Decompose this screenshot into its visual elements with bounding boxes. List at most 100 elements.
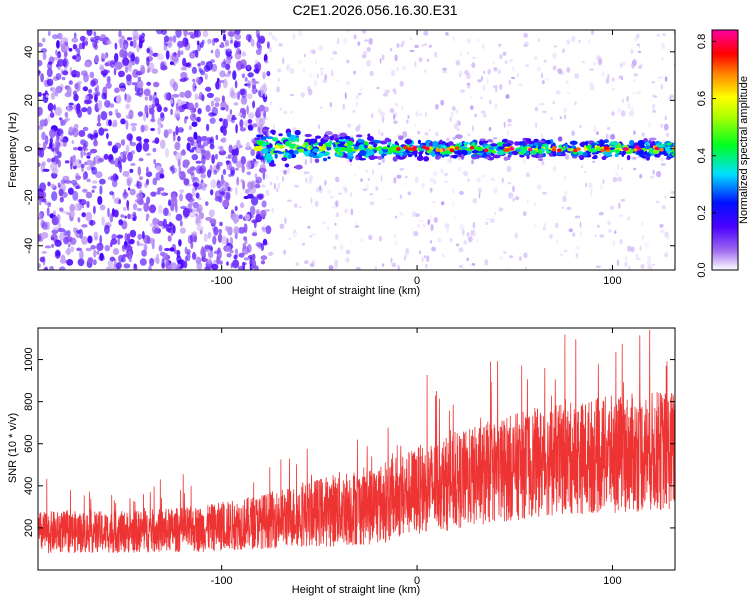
noise-speckle [67, 248, 71, 256]
noise-speckle [79, 160, 82, 164]
noise-speckle [596, 266, 601, 268]
noise-speckle [173, 225, 176, 234]
noise-speckle [139, 158, 144, 162]
noise-speckle [104, 70, 110, 74]
noise-speckle [543, 227, 546, 231]
noise-speckle [106, 133, 109, 139]
noise-speckle [119, 49, 124, 57]
noise-speckle [224, 48, 231, 51]
noise-speckle [106, 82, 112, 88]
noise-speckle [621, 167, 623, 169]
noise-speckle [280, 224, 285, 229]
noise-speckle [617, 163, 619, 170]
noise-speckle [73, 94, 78, 102]
noise-speckle [471, 62, 475, 68]
noise-speckle [618, 202, 621, 209]
noise-speckle [242, 73, 246, 78]
noise-speckle [621, 110, 626, 116]
noise-speckle [633, 73, 638, 77]
signal-blob [325, 143, 329, 146]
noise-speckle [48, 103, 54, 112]
noise-speckle [39, 200, 42, 206]
noise-speckle [149, 108, 155, 115]
noise-speckle [504, 122, 506, 128]
noise-speckle [136, 193, 143, 200]
noise-speckle [408, 192, 412, 196]
noise-speckle [661, 43, 665, 50]
signal-blob [583, 152, 588, 156]
noise-speckle [265, 92, 267, 98]
noise-speckle [542, 192, 547, 195]
noise-speckle [442, 254, 444, 258]
noise-speckle [106, 40, 111, 44]
noise-speckle [665, 76, 668, 82]
noise-speckle [498, 69, 502, 74]
noise-speckle [230, 237, 233, 246]
noise-speckle [193, 183, 200, 188]
noise-speckle [304, 260, 309, 264]
noise-speckle [269, 46, 272, 52]
noise-speckle [99, 253, 104, 261]
noise-speckle [335, 177, 339, 183]
signal-peak [528, 148, 532, 152]
signal-blob [267, 136, 274, 139]
colorbar: 0.00.20.40.60.8 Normalized spectral ampl… [696, 30, 750, 278]
signal-blob [263, 169, 266, 173]
noise-speckle [289, 68, 294, 74]
noise-speckle [114, 210, 119, 218]
noise-speckle [116, 113, 121, 119]
noise-speckle [509, 80, 511, 85]
noise-speckle [551, 117, 553, 121]
noise-speckle [400, 81, 404, 87]
signal-blob [255, 138, 260, 141]
noise-speckle [261, 185, 266, 188]
noise-speckle [665, 196, 667, 199]
noise-speckle [381, 175, 383, 182]
noise-speckle [73, 227, 76, 233]
snr-marks [38, 330, 675, 553]
noise-speckle [142, 231, 145, 239]
noise-speckle [335, 223, 337, 226]
noise-speckle [241, 88, 247, 98]
noise-speckle [138, 166, 142, 176]
signal-peak [470, 146, 474, 150]
noise-speckle [499, 84, 502, 90]
noise-speckle [351, 238, 353, 243]
noise-speckle [261, 93, 263, 97]
colorbar-tick-label: 0.0 [696, 262, 708, 277]
noise-speckle [329, 265, 334, 270]
noise-speckle [214, 97, 221, 102]
noise-speckle [549, 234, 553, 239]
noise-speckle [652, 81, 655, 83]
noise-speckle [80, 36, 86, 42]
noise-speckle [252, 259, 257, 268]
noise-speckle [523, 252, 527, 258]
signal-blob [622, 151, 626, 155]
signal-blob [459, 142, 462, 145]
noise-speckle [59, 232, 64, 241]
signal-blob [335, 147, 339, 152]
noise-speckle [312, 233, 315, 235]
noise-speckle [69, 103, 74, 106]
noise-speckle [456, 120, 461, 126]
noise-speckle [168, 129, 173, 134]
noise-speckle [483, 85, 486, 92]
noise-speckle [74, 203, 80, 211]
signal-blob [490, 143, 497, 146]
noise-speckle [438, 238, 442, 242]
signal-blob [281, 157, 287, 161]
noise-speckle [336, 212, 339, 217]
noise-speckle [473, 198, 477, 204]
noise-speckle [534, 56, 538, 60]
noise-speckle [392, 263, 397, 268]
signal-blob [485, 145, 489, 147]
noise-speckle [447, 158, 452, 163]
noise-speckle [235, 80, 238, 88]
noise-speckle [618, 108, 622, 113]
noise-speckle [93, 140, 98, 147]
signal-blob [383, 146, 389, 149]
signal-blob [546, 140, 551, 145]
noise-speckle [89, 72, 94, 79]
noise-speckle [287, 167, 290, 174]
noise-speckle [48, 61, 52, 65]
